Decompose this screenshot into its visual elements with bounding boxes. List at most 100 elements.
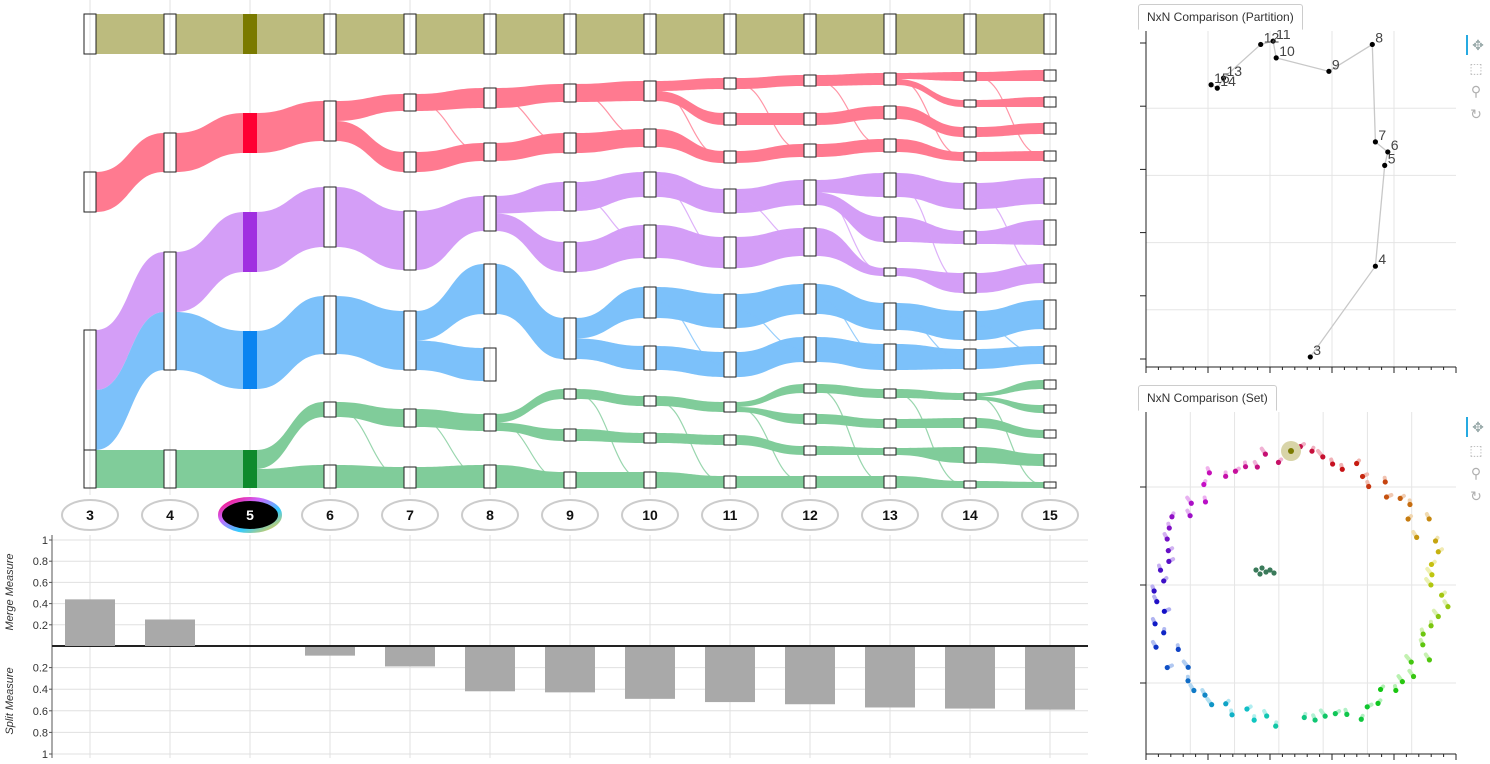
flow-node[interactable] [163,449,177,489]
set-point[interactable] [1428,561,1435,568]
flow-node[interactable] [803,13,817,55]
flow-node[interactable] [963,99,977,108]
flow-node[interactable] [563,471,577,489]
flow-node[interactable] [883,216,897,243]
flow-node[interactable] [723,475,737,489]
k-button-8[interactable]: 8 [461,499,519,531]
set-point[interactable] [1383,494,1390,500]
flow-node[interactable] [723,150,737,164]
flow-node[interactable] [1043,263,1057,284]
set-point[interactable] [1320,454,1326,460]
flow-node[interactable] [403,151,417,173]
partition-point[interactable] [1208,82,1214,88]
flow-node[interactable] [963,230,977,245]
flow-node[interactable] [803,179,817,206]
set-point[interactable] [1185,678,1191,684]
flow-node[interactable] [963,71,977,82]
flow-node[interactable] [643,286,657,319]
set-point[interactable] [1201,481,1207,488]
set-point[interactable] [1435,549,1441,555]
set-point[interactable] [1154,599,1160,605]
flow-node[interactable] [83,171,97,213]
flow-node[interactable] [803,413,817,425]
set-point[interactable] [1259,565,1265,571]
set-point[interactable] [1432,538,1439,544]
flow-node[interactable] [963,272,977,294]
flow-node[interactable] [163,251,177,371]
partition-point[interactable] [1258,41,1264,48]
k-oval[interactable] [141,499,199,531]
flow-node-selected[interactable] [243,14,257,54]
flow-node[interactable] [963,392,977,401]
k-label[interactable]: 12 [802,507,818,523]
partition-point[interactable] [1372,139,1378,145]
partition-point[interactable] [1270,38,1276,44]
partition-point[interactable] [1214,85,1220,91]
wheel-zoom-icon[interactable]: ⚲ [1470,83,1482,99]
flow-node[interactable] [883,13,897,55]
k-button-5[interactable]: 5 [218,497,282,533]
set-point[interactable] [1169,514,1175,520]
flow-node[interactable] [723,13,737,55]
set-point[interactable] [1312,717,1318,723]
flow-node[interactable] [963,310,977,341]
flow-node-selected[interactable] [243,113,257,153]
k-label[interactable]: 5 [246,507,254,523]
set-point[interactable] [1364,704,1370,710]
flow-node[interactable] [883,418,897,429]
flow-node[interactable] [643,128,657,148]
flow-node[interactable] [563,317,577,360]
set-point[interactable] [1161,608,1167,614]
k-button-7[interactable]: 7 [381,499,439,531]
flow-node[interactable] [883,138,897,153]
set-point[interactable] [1375,700,1381,706]
set-point[interactable] [1153,644,1159,650]
k-oval[interactable] [781,499,839,531]
flow-node[interactable] [1043,96,1057,108]
set-point[interactable] [1267,567,1273,573]
k-oval[interactable] [861,499,919,531]
set-point[interactable] [1262,451,1268,457]
flow-node[interactable] [403,93,417,112]
set-point[interactable] [1420,631,1426,637]
flow-node[interactable] [883,475,897,489]
flow-node[interactable] [323,401,337,418]
flow-node[interactable] [963,151,977,162]
flow-node[interactable] [403,408,417,428]
k-oval[interactable] [621,499,679,531]
flow-node[interactable] [403,210,417,271]
flow-node[interactable] [483,87,497,109]
set-point[interactable] [1188,500,1194,506]
set-point[interactable] [1242,464,1249,470]
set-point[interactable] [1166,525,1172,531]
set-point[interactable] [1428,623,1434,629]
flow-node[interactable] [483,413,497,432]
flow-node[interactable] [1043,345,1057,365]
set-point[interactable] [1257,571,1263,577]
partition-point[interactable] [1372,263,1378,269]
flow-node[interactable] [403,310,417,371]
partition-point[interactable] [1326,68,1332,74]
set-point[interactable] [1354,460,1360,467]
flow-node[interactable] [1043,379,1057,390]
set-point[interactable] [1263,569,1269,575]
set-point[interactable] [1271,570,1277,576]
flow-node[interactable] [723,188,737,214]
flow-node[interactable] [963,348,977,370]
flow-node[interactable] [403,466,417,489]
flow-node[interactable] [1043,219,1057,246]
flow-node[interactable] [323,295,337,355]
flow-node[interactable] [723,112,737,126]
flow-node[interactable] [803,445,817,456]
set-point[interactable] [1251,717,1257,723]
k-oval[interactable] [541,499,599,531]
set-panel-title[interactable]: NxN Comparison (Set) [1138,385,1277,411]
k-label[interactable]: 3 [86,507,94,523]
flow-node[interactable] [803,336,817,363]
set-point[interactable] [1397,495,1403,501]
k-oval-selected[interactable] [218,497,282,533]
flow-node[interactable] [1043,453,1057,467]
set-point[interactable] [1429,572,1435,578]
set-point[interactable] [1229,712,1235,718]
